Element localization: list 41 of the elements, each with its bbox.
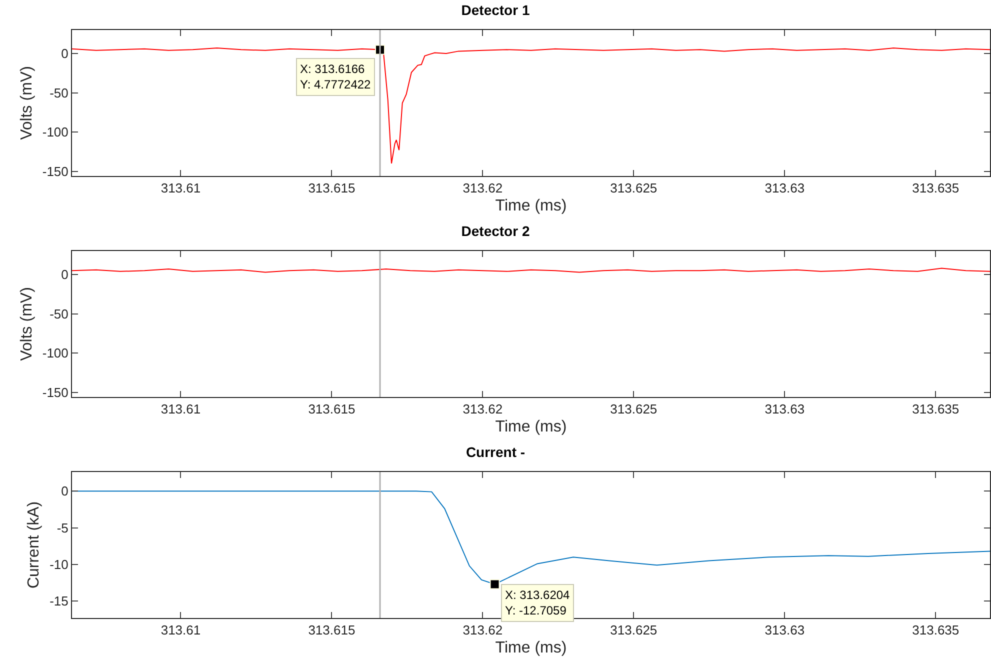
x-tick-label: 313.62: [462, 402, 503, 417]
y-tick-label: 0: [61, 267, 68, 282]
y-tick-label: -100: [42, 346, 68, 361]
x-tick-label: 313.62: [462, 180, 503, 196]
x-axis-title: Time (ms): [495, 418, 567, 436]
annotation: X: 313.6166 Y: 4.7772422: [300, 62, 372, 92]
y-axis-title: Volts (mV): [18, 66, 36, 140]
x-axis-title: Time (ms): [495, 197, 567, 214]
chart-title: Detector 1: [461, 2, 530, 18]
x-tick-label: 313.625: [610, 622, 658, 638]
chart-title: Detector 2: [461, 222, 530, 239]
x-tick-label: 313.61: [160, 180, 201, 196]
y-tick-label: -150: [42, 384, 68, 400]
x-tick-label: 313.63: [764, 622, 805, 638]
x-tick-label: 313.63: [764, 402, 805, 417]
x-tick-label: 313.63: [764, 180, 805, 196]
x-tick-label: 313.635: [912, 180, 960, 196]
y-tick-label: 0: [61, 484, 68, 499]
y-tick-label: -15: [50, 594, 68, 609]
x-tick-label: 313.615: [308, 622, 356, 638]
chart-title: Current -: [466, 444, 526, 460]
y-tick-label: -50: [50, 85, 68, 100]
y-axis-title: Current (kA): [26, 501, 43, 589]
x-tick-label: 313.615: [308, 402, 356, 417]
x-tick-label: 313.61: [160, 402, 201, 417]
y-axis-title: Volts (mV): [18, 287, 36, 361]
y-tick-label: 0: [61, 46, 68, 62]
x-tick-label: 313.625: [610, 402, 658, 417]
x-tick-label: 313.61: [160, 622, 201, 638]
x-tick-label: 313.635: [912, 402, 960, 417]
x-tick-label: 313.615: [308, 180, 356, 196]
y-tick-label: -5: [56, 520, 68, 536]
y-tick-label: -150: [42, 164, 68, 179]
y-tick-label: -100: [42, 124, 68, 140]
y-tick-label: -10: [50, 556, 68, 572]
x-axis-title: Time (ms): [495, 639, 567, 656]
annotation: X: 313.6204 Y: -12.7059: [505, 588, 570, 618]
x-tick-label: 313.625: [610, 180, 658, 196]
y-tick-label: -50: [50, 306, 68, 322]
x-tick-label: 313.635: [912, 622, 960, 638]
x-tick-label: 313.62: [462, 622, 503, 638]
